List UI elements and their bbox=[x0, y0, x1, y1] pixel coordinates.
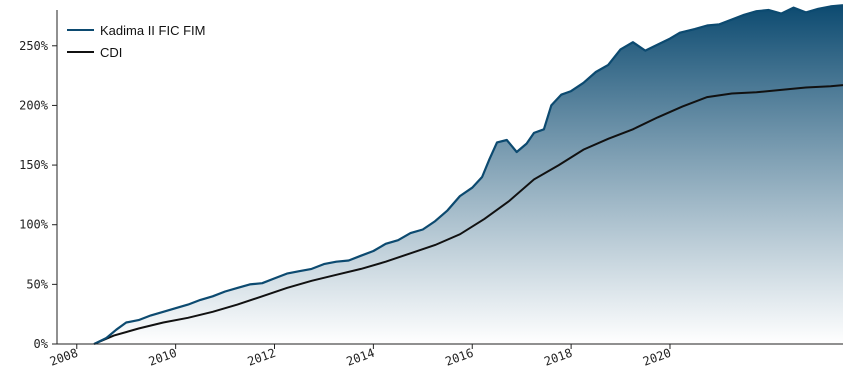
x-tick-label: 2014 bbox=[344, 346, 376, 369]
cdi-line bbox=[93, 84, 843, 345]
y-tick-label: 100% bbox=[19, 218, 49, 232]
y-tick-label: 200% bbox=[19, 98, 49, 112]
fund-area-fill bbox=[94, 5, 843, 344]
x-tick-label: 2008 bbox=[48, 346, 80, 369]
x-tick-label: 2018 bbox=[542, 346, 574, 369]
fund-line bbox=[93, 4, 843, 345]
legend-label-fund: Kadima II FIC FIM bbox=[100, 23, 205, 38]
x-tick-label: 2020 bbox=[641, 346, 673, 369]
x-tick-label: 2016 bbox=[443, 346, 475, 369]
y-tick-label: 0% bbox=[34, 337, 49, 351]
y-tick-label: 250% bbox=[19, 39, 49, 53]
y-tick-label: 150% bbox=[19, 158, 49, 172]
y-tick-label: 50% bbox=[26, 277, 48, 291]
legend: Kadima II FIC FIM CDI bbox=[67, 23, 205, 60]
legend-label-cdi: CDI bbox=[100, 45, 122, 60]
x-tick-label: 2012 bbox=[246, 346, 278, 369]
x-tick-label: 2010 bbox=[147, 346, 179, 369]
